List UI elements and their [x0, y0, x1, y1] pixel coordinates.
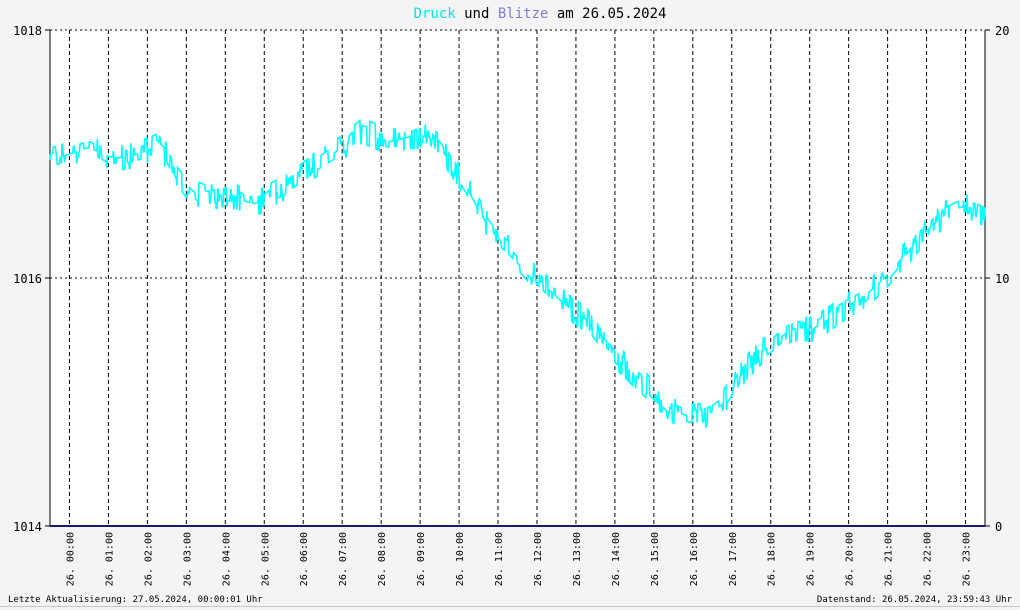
x-tick-label: 26. 18:00 [767, 532, 778, 586]
chart-title-part: und [456, 6, 498, 22]
y-right-tick-label: 10 [995, 272, 1009, 286]
x-tick-label: 26. 23:00 [962, 532, 973, 586]
x-tick-label: 26. 01:00 [104, 532, 115, 586]
y-right-tick-label: 20 [995, 24, 1009, 38]
grid [50, 29, 985, 527]
y-left-tick-label: 1016 [13, 272, 42, 286]
footer-last-update: Letzte Aktualisierung: 27.05.2024, 00:00… [8, 595, 263, 605]
x-tick-label: 26. 08:00 [377, 532, 388, 586]
x-tick-label: 26. 13:00 [572, 532, 583, 586]
x-tick-label: 26. 06:00 [299, 532, 310, 586]
axes [45, 29, 990, 527]
x-tick-label: 26. 14:00 [611, 532, 622, 586]
x-tick-label: 26. 21:00 [884, 532, 895, 586]
chart-title-part: Blitze [498, 6, 549, 22]
y-left-tick-label: 1014 [13, 520, 42, 534]
chart-title-part: am 26.05.2024 [548, 6, 666, 22]
x-tick-label: 26. 17:00 [728, 532, 739, 586]
series-druck-line [49, 118, 986, 428]
chart-title: Druck und Blitze am 26.05.2024 [414, 6, 667, 22]
x-tick-label: 26. 11:00 [494, 532, 505, 586]
tick-labels: 26. 00:00 26. 01:00 26. 02:00 26. 03:00 26. … [13, 24, 1009, 586]
x-tick-label: 26. 07:00 [338, 532, 349, 586]
x-tick-label: 26. 19:00 [806, 532, 817, 586]
footer-data-status: Datenstand: 26.05.2024, 23:59:43 Uhr [817, 595, 1013, 605]
x-tick-label: 26. 05:00 [260, 532, 271, 586]
x-tick-label: 26. 03:00 [182, 532, 193, 586]
x-tick-label: 26. 22:00 [923, 532, 934, 586]
x-tick-label: 26. 02:00 [143, 532, 154, 586]
x-tick-label: 26. 00:00 [65, 532, 76, 586]
y-right-tick-label: 0 [995, 520, 1002, 534]
y-left-tick-label: 1018 [13, 24, 42, 38]
x-tick-label: 26. 09:00 [416, 532, 427, 586]
x-tick-label: 26. 20:00 [845, 532, 856, 586]
x-tick-label: 26. 15:00 [650, 532, 661, 586]
chart-title-part: Druck [414, 6, 457, 22]
series [49, 118, 986, 527]
x-tick-label: 26. 16:00 [689, 532, 700, 586]
x-tick-label: 26. 12:00 [533, 532, 544, 586]
x-tick-label: 26. 04:00 [221, 532, 232, 586]
x-tick-label: 26. 10:00 [455, 532, 466, 586]
